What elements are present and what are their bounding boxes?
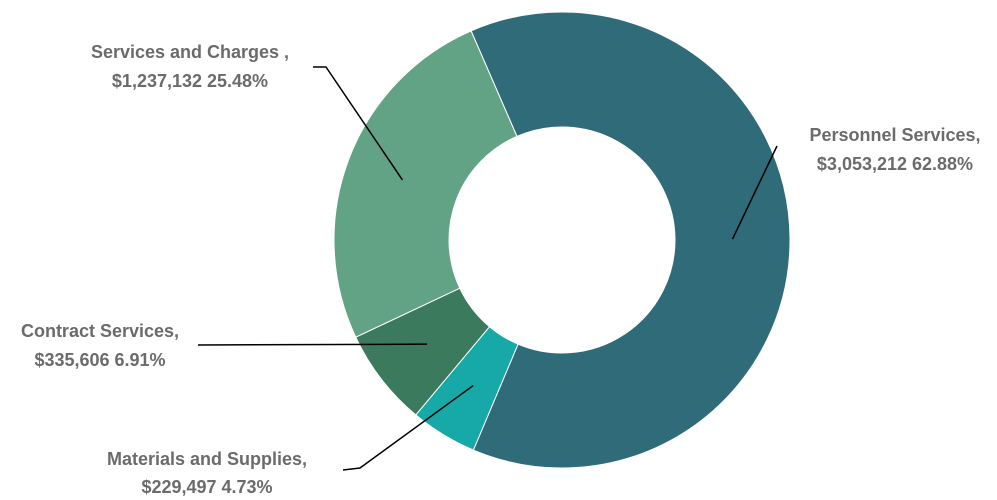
label-services-charges-name: Services and Charges , — [91, 42, 289, 62]
leader-line-personnel-services — [731, 145, 778, 240]
leader-line-materials-and-supplies — [342, 384, 474, 471]
label-contract-services-value: $335,606 6.91% — [34, 350, 165, 370]
slice-services-and-charges — [333, 30, 518, 338]
slice-personnel-services — [470, 11, 791, 469]
label-personnel-services-name: Personnel Services, — [809, 125, 980, 145]
label-services-charges-value: $1,237,132 25.48% — [112, 71, 268, 91]
leader-line-contract-services — [197, 343, 428, 346]
label-materials-supplies-value: $229,497 4.73% — [141, 477, 272, 497]
slices-group — [333, 11, 791, 469]
leader-line-services-and-charges — [313, 66, 404, 181]
leader-lines-group — [197, 66, 778, 471]
label-materials-supplies-name: Materials and Supplies, — [107, 449, 307, 469]
label-contract-services-name: Contract Services, — [21, 321, 179, 341]
label-personnel-services-value: $3,053,212 62.88% — [817, 154, 973, 174]
